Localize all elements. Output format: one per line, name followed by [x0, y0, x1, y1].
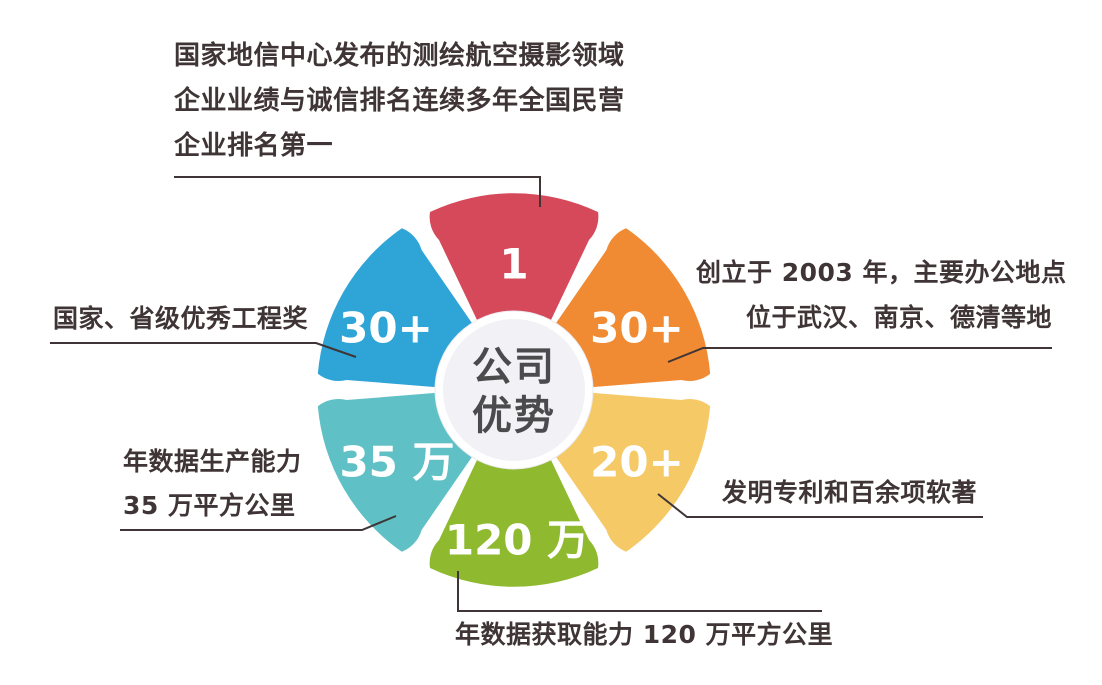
annotation-founded-line1: 创立于 2003 年，主要办公地点	[696, 258, 1067, 287]
connector-ranking	[174, 176, 541, 207]
petal-value-patents: 20+	[590, 438, 684, 487]
petal-value-ranking: 1	[499, 240, 528, 289]
petal-value-data-acquisition: 120 万	[445, 516, 589, 565]
center-title-line1: 公司	[472, 344, 556, 390]
connector-lines	[50, 176, 1052, 612]
connector-data-acquisition	[457, 571, 822, 612]
connector-data-production	[120, 515, 397, 531]
annotation-ranking-line3: 企业排名第一	[174, 131, 334, 161]
annotation-ranking: 国家地信中心发布的测绘航空摄影领域 企业业绩与诚信排名连续多年全国民营 企业排名…	[174, 34, 625, 169]
connector-founded	[667, 347, 1052, 363]
annotation-data-production-line1: 年数据生产能力	[123, 447, 302, 476]
annotation-data-acquisition-line1: 年数据获取能力 120 万平方公里	[455, 620, 834, 649]
annotation-data-acquisition: 年数据获取能力 120 万平方公里	[455, 612, 833, 657]
petal-value-data-production: 35 万	[339, 438, 454, 487]
annotation-ranking-line2: 企业业绩与诚信排名连续多年全国民营	[174, 86, 625, 116]
center-circle	[443, 319, 585, 461]
petal-value-awards: 30+	[339, 304, 433, 353]
annotation-data-production: 年数据生产能力 35 万平方公里	[123, 440, 302, 528]
petal-values: 1 30+ 20+ 120 万 35 万 30+	[339, 240, 684, 565]
annotation-awards-line1: 国家、省级优秀工程奖	[53, 304, 309, 333]
annotation-data-production-line2: 35 万平方公里	[123, 491, 296, 520]
annotation-founded: 创立于 2003 年，主要办公地点 位于武汉、南京、德清等地	[696, 250, 1067, 340]
annotation-patents: 发明专利和百余项软著	[722, 470, 977, 515]
petal-data-acquisition	[429, 420, 599, 587]
annotation-ranking-line1: 国家地信中心发布的测绘航空摄影领域	[174, 41, 625, 71]
connector-patents	[657, 493, 983, 518]
annotation-patents-line1: 发明专利和百余项软著	[722, 478, 978, 507]
petal-value-founded: 30+	[590, 304, 684, 353]
annotation-awards: 国家、省级优秀工程奖	[53, 296, 308, 341]
annotation-founded-line2: 位于武汉、南京、德清等地	[745, 303, 1052, 332]
center-title-line2: 优势	[472, 393, 556, 439]
connector-awards	[50, 342, 357, 358]
petal-ranking	[429, 193, 599, 360]
